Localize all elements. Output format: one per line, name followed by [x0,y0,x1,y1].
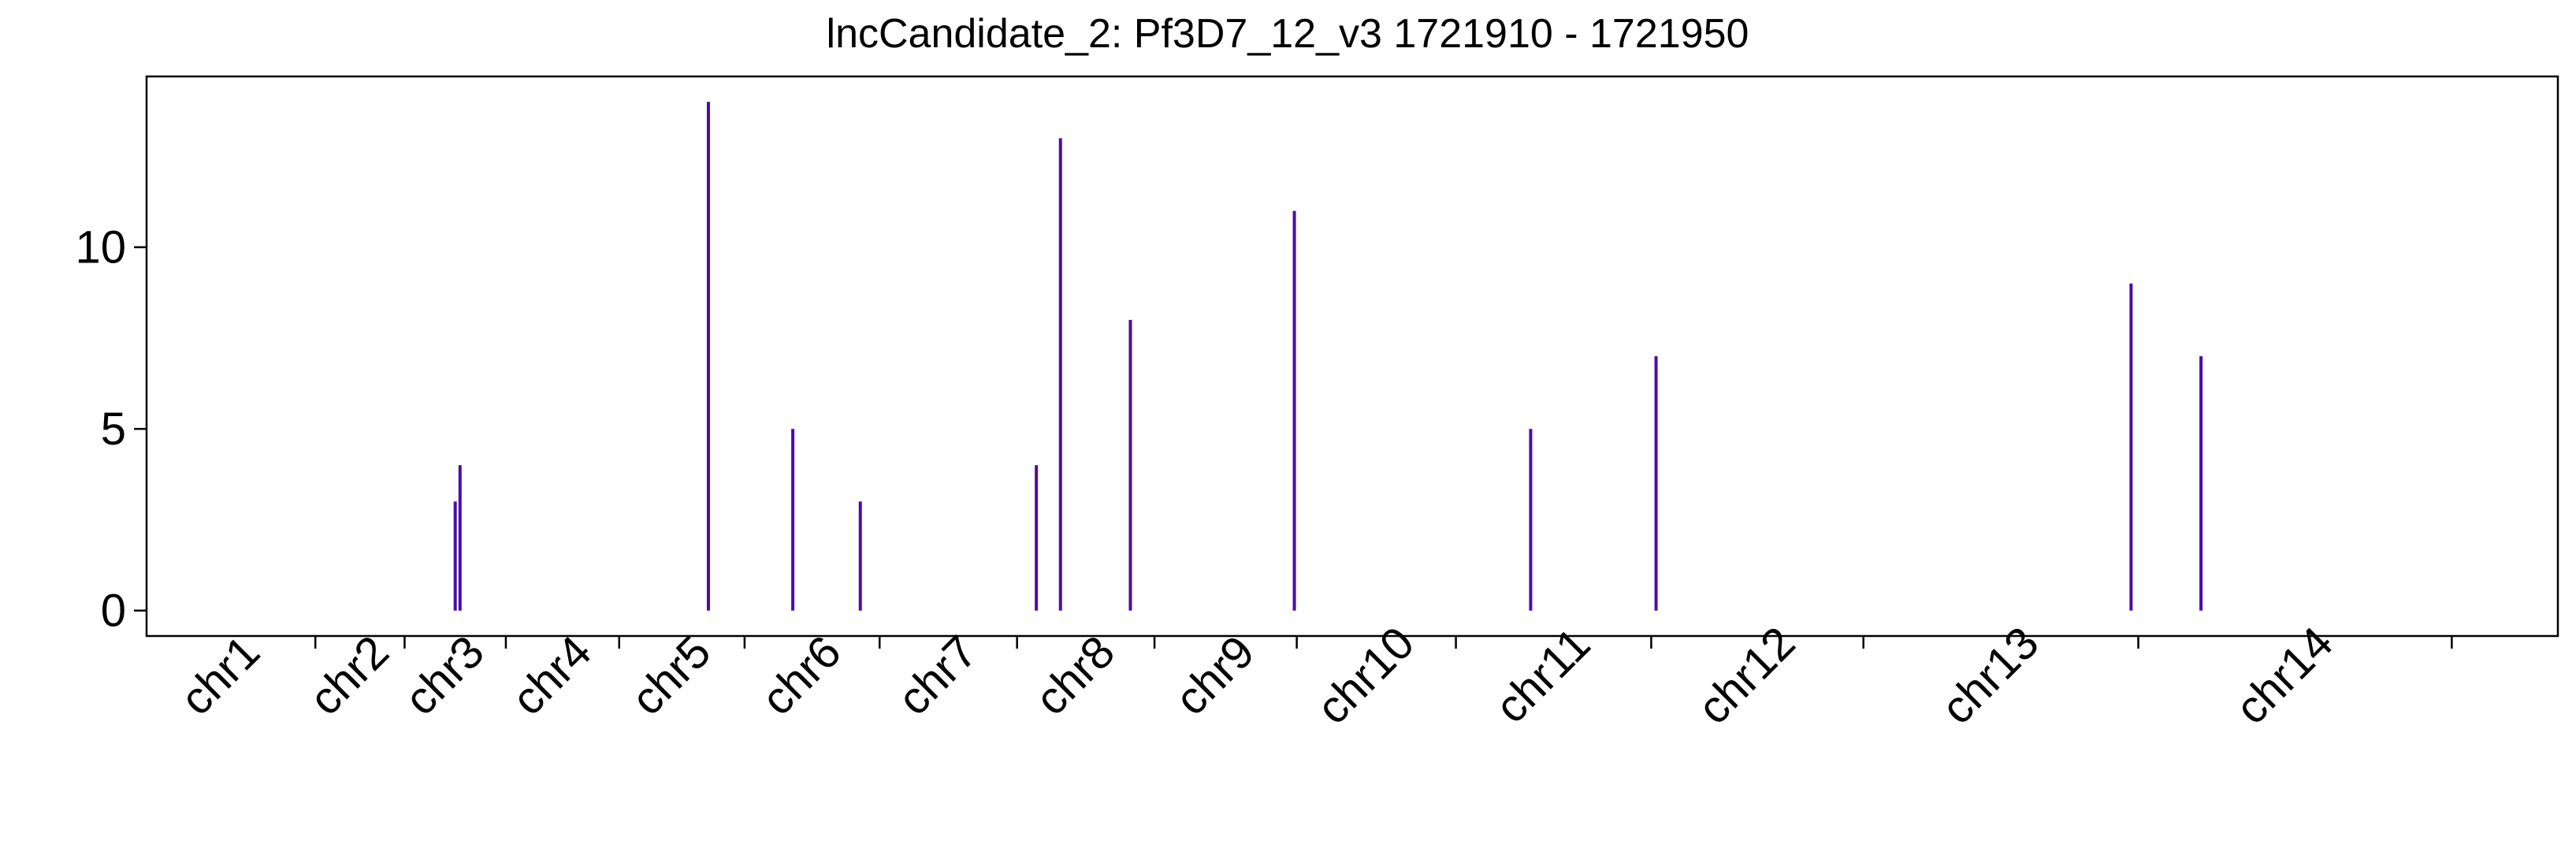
x-tick-label: chr6 [752,626,851,725]
x-tick-label: chr9 [1165,626,1265,725]
x-tick-label: chr7 [888,626,987,725]
x-tick-label: chr12 [1688,617,1805,735]
y-axis: 0 5 10 [75,222,147,637]
y-tick-label: 5 [101,404,126,455]
y-tick-label: 10 [75,222,126,273]
x-tick-label: chr13 [1931,617,2049,735]
x-tick-label: chr1 [170,626,269,725]
x-tick-label: chr5 [622,626,721,725]
plot-frame [145,75,2559,638]
data-bars [453,102,2203,611]
x-tick-label: chr10 [1307,617,1425,735]
chart-title: lncCandidate_2: Pf3D7_12_v3 1721910 - 17… [827,11,1749,57]
x-tick-label: chr4 [502,626,601,725]
x-tick-label: chr8 [1025,626,1124,725]
y-tick-label: 0 [101,586,126,637]
x-tick-label: chr3 [395,626,494,725]
x-tick-label: chr14 [2225,617,2343,735]
